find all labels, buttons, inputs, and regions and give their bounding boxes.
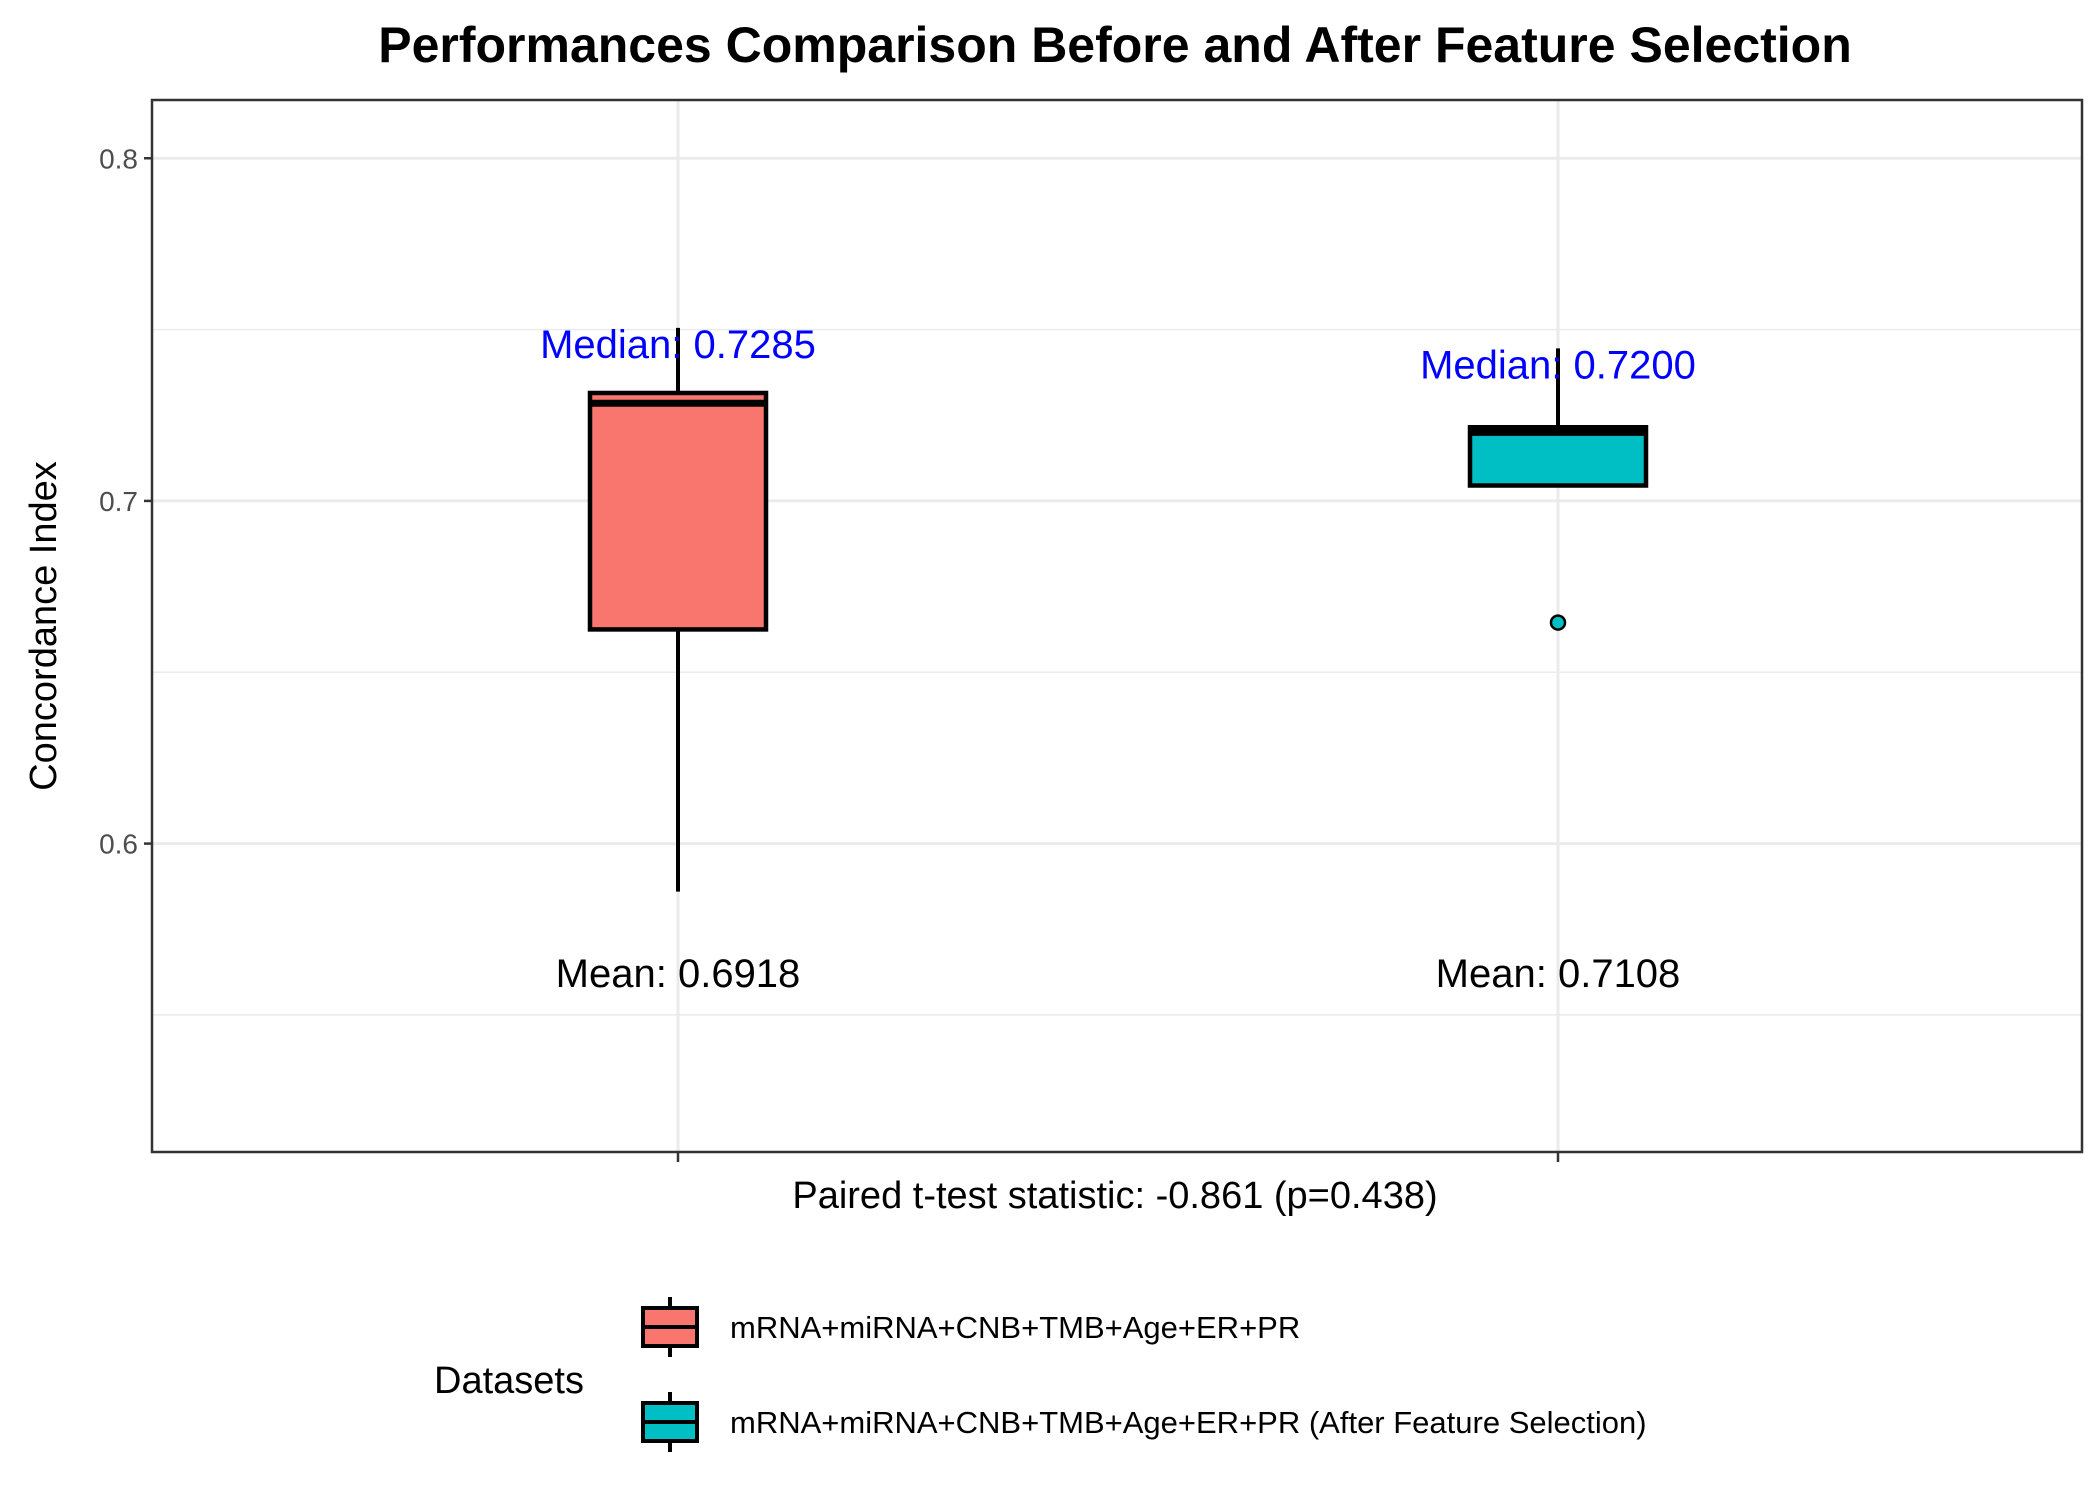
outlier-point — [1549, 614, 1567, 631]
y-axis: 0.6 0.7 0.8 — [99, 143, 152, 860]
legend-item-label: mRNA+miRNA+CNB+TMB+Age+ER+PR (After Feat… — [730, 1405, 1647, 1440]
legend-title: Datasets — [434, 1360, 584, 1402]
legend-item: mRNA+miRNA+CNB+TMB+Age+ER+PR — [641, 1297, 1300, 1357]
box-layer — [587, 327, 1649, 892]
plot-panel-border — [150, 98, 2084, 1154]
y-tick-label: 0.7 — [99, 486, 138, 517]
y-tick-label: 0.8 — [99, 143, 138, 174]
legend-item-label: mRNA+miRNA+CNB+TMB+Age+ER+PR — [730, 1310, 1300, 1345]
box-body — [587, 390, 769, 632]
legend: Datasets mRNA+miRNA+CNB+TMB+Age+ER+PRmRN… — [434, 1297, 1647, 1452]
box-1 — [587, 327, 769, 892]
box-body — [1467, 425, 1649, 488]
mean-label: Mean: 0.7108 — [1436, 952, 1681, 996]
y-axis-label: Concordance Index — [23, 461, 65, 791]
mean-label: Mean: 0.6918 — [556, 952, 801, 996]
chart-title: Performances Comparison Before and After… — [378, 17, 1852, 73]
x-axis-label: Paired t-test statistic: -0.861 (p=0.438… — [792, 1175, 1437, 1217]
median-label: Median: 0.7285 — [540, 323, 816, 367]
y-tick-label: 0.6 — [99, 829, 138, 860]
x-axis — [676, 1152, 1560, 1162]
legend-item: mRNA+miRNA+CNB+TMB+Age+ER+PR (After Feat… — [641, 1392, 1647, 1452]
box-2 — [1467, 348, 1649, 631]
annotation-layer: Median: 0.7285 Mean: 0.6918 Median: 0.7200… — [540, 323, 1696, 996]
grid-lines — [152, 100, 2082, 1152]
legend-items: mRNA+miRNA+CNB+TMB+Age+ER+PR mRNA+miRNA+C… — [641, 1297, 1647, 1452]
median-label: Median: 0.7200 — [1420, 343, 1696, 387]
